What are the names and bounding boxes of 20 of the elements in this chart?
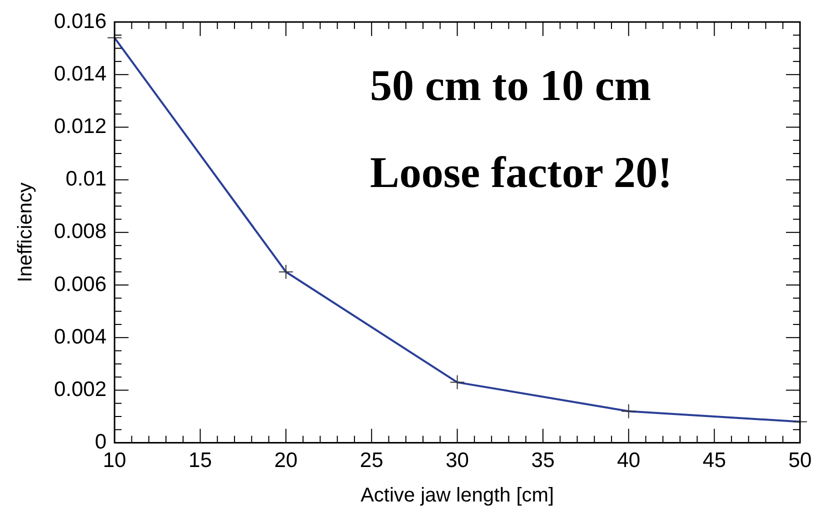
y-tick-label: 0.004 xyxy=(54,325,107,348)
x-tick-label: 15 xyxy=(188,449,212,472)
y-tick-label: 0.014 xyxy=(54,62,107,86)
y-tick-label: 0.016 xyxy=(54,10,107,33)
y-tick-label: 0.006 xyxy=(54,272,107,296)
x-axis-title: Active jaw length [cm] xyxy=(360,484,554,507)
x-tick-label: 20 xyxy=(274,449,298,472)
y-tick-label: 0.008 xyxy=(54,220,107,244)
x-tick-label: 50 xyxy=(788,449,812,472)
annotation: 50 cm to 10 cm xyxy=(370,61,652,110)
annotation: Loose factor 20! xyxy=(370,148,672,197)
y-axis-title: Inefficiency xyxy=(14,182,37,282)
y-tick-label: 0.012 xyxy=(54,114,107,138)
y-tick-label: 0.002 xyxy=(54,378,107,401)
x-tick-label: 30 xyxy=(446,449,469,472)
y-tick-label: 0.01 xyxy=(66,168,107,191)
x-tick-label: 25 xyxy=(360,449,384,472)
x-tick-label: 40 xyxy=(616,449,640,472)
x-tick-label: 45 xyxy=(702,449,726,472)
x-tick-label: 35 xyxy=(531,449,555,472)
